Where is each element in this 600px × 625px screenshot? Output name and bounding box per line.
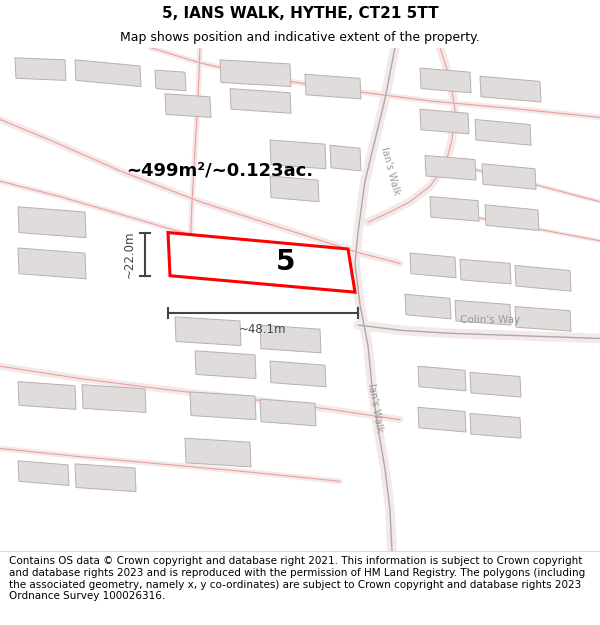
Polygon shape — [15, 58, 66, 81]
Polygon shape — [425, 156, 476, 180]
Polygon shape — [168, 232, 355, 292]
Polygon shape — [230, 89, 291, 113]
Polygon shape — [515, 266, 571, 291]
Polygon shape — [485, 205, 539, 231]
Polygon shape — [175, 317, 241, 346]
Polygon shape — [195, 351, 256, 379]
Text: Colin's Way: Colin's Way — [460, 315, 520, 325]
Polygon shape — [430, 197, 479, 221]
Polygon shape — [75, 464, 136, 492]
Text: 5, IANS WALK, HYTHE, CT21 5TT: 5, IANS WALK, HYTHE, CT21 5TT — [161, 6, 439, 21]
Polygon shape — [18, 207, 86, 238]
Polygon shape — [482, 164, 536, 189]
Polygon shape — [420, 109, 469, 134]
Polygon shape — [155, 70, 186, 91]
Polygon shape — [420, 68, 471, 92]
Polygon shape — [18, 248, 86, 279]
Text: Contains OS data © Crown copyright and database right 2021. This information is : Contains OS data © Crown copyright and d… — [9, 556, 585, 601]
Polygon shape — [330, 145, 361, 171]
Polygon shape — [82, 385, 146, 412]
Polygon shape — [480, 76, 541, 102]
Text: Ian's Walk: Ian's Walk — [366, 382, 384, 432]
Polygon shape — [470, 372, 521, 397]
Polygon shape — [185, 438, 251, 467]
Polygon shape — [165, 94, 211, 118]
Polygon shape — [270, 140, 326, 169]
Polygon shape — [270, 176, 319, 202]
Polygon shape — [260, 325, 321, 353]
Polygon shape — [455, 301, 511, 325]
Polygon shape — [418, 366, 466, 391]
Text: ~48.1m: ~48.1m — [239, 322, 287, 336]
Polygon shape — [190, 392, 256, 419]
Text: Ian's Walk: Ian's Walk — [379, 146, 401, 196]
Text: Map shows position and indicative extent of the property.: Map shows position and indicative extent… — [120, 31, 480, 44]
Polygon shape — [460, 259, 511, 284]
Polygon shape — [18, 461, 69, 486]
Polygon shape — [270, 361, 326, 387]
Polygon shape — [475, 119, 531, 145]
Polygon shape — [260, 399, 316, 426]
Polygon shape — [18, 382, 76, 409]
Polygon shape — [305, 74, 361, 99]
Polygon shape — [75, 60, 141, 87]
Polygon shape — [515, 307, 571, 331]
Polygon shape — [405, 294, 451, 319]
Polygon shape — [410, 253, 456, 278]
Polygon shape — [418, 408, 466, 432]
Text: ~499m²/~0.123ac.: ~499m²/~0.123ac. — [127, 162, 314, 180]
Text: ~22.0m: ~22.0m — [122, 231, 136, 278]
Text: 5: 5 — [275, 248, 295, 276]
Polygon shape — [220, 60, 291, 87]
Polygon shape — [470, 414, 521, 438]
